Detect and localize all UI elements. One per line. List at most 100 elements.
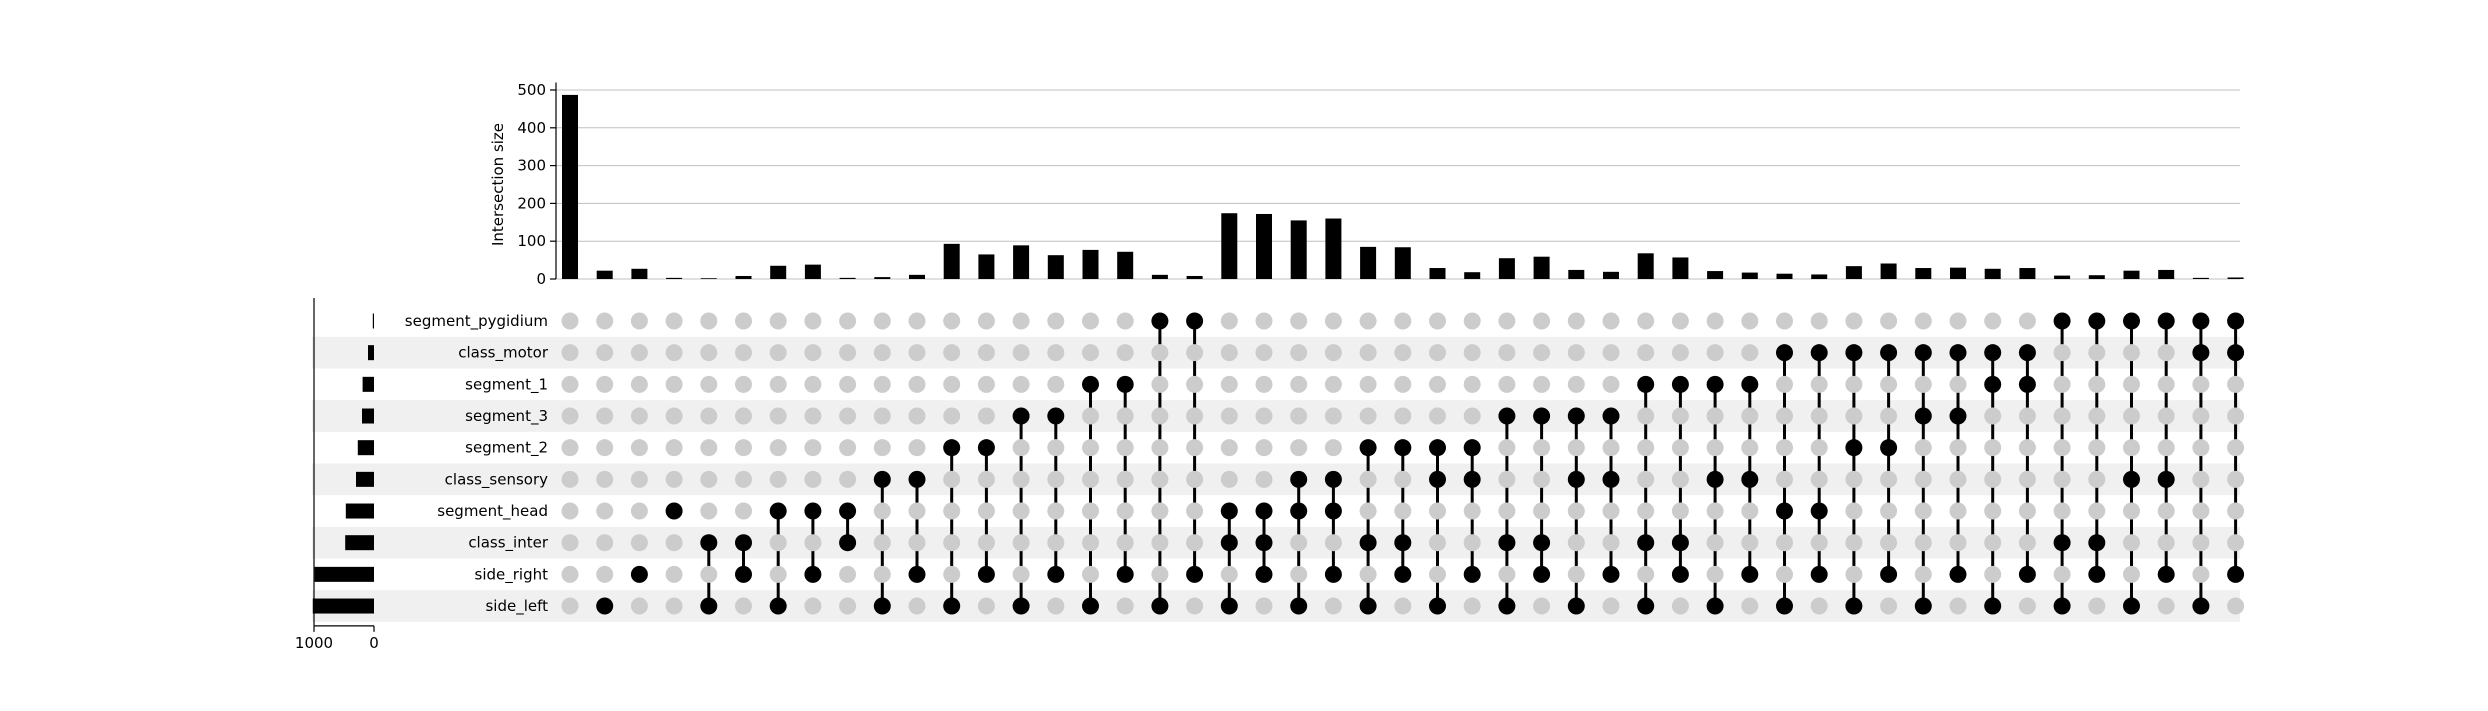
dot-off-19-segment-1: [1186, 375, 1204, 393]
dot-off-37-segment-3: [1810, 407, 1828, 425]
dot-off-44-side-right: [2053, 565, 2071, 583]
dot-off-35-class-inter: [1741, 534, 1759, 552]
dot-on-21-segment-head: [1255, 502, 1273, 520]
dot-off-42-segment-head: [1984, 502, 2002, 520]
dot-on-45-class-inter: [2088, 534, 2106, 552]
intersection-bar-25: [1394, 247, 1411, 279]
dot-off-34-class-motor: [1706, 344, 1724, 362]
dot-off-38-segment-1: [1845, 375, 1863, 393]
dot-off-32-segment-pygidium: [1637, 312, 1655, 330]
intersection-bar-38: [1845, 266, 1862, 279]
dot-off-45-class-motor: [2088, 344, 2106, 362]
dot-on-37-segment-head: [1810, 502, 1828, 520]
set-label-segment-3: segment_3: [465, 407, 548, 426]
intersection-bar-39: [1880, 263, 1897, 279]
dot-off-40-class-inter: [1914, 534, 1932, 552]
dot-off-43-class-inter: [2018, 534, 2036, 552]
dot-off-23-segment-pygidium: [1324, 312, 1342, 330]
dot-off-44-segment-head: [2053, 502, 2071, 520]
dot-off-12-segment-3: [943, 407, 961, 425]
dot-off-1-class-inter: [561, 534, 579, 552]
dot-off-27-segment-3: [1463, 407, 1481, 425]
intersection-bar-22: [1290, 220, 1307, 279]
dot-off-38-side-right: [1845, 565, 1863, 583]
dot-off-18-class-inter: [1151, 534, 1169, 552]
dot-off-42-side-right: [1984, 565, 2002, 583]
dot-off-22-class-inter: [1290, 534, 1308, 552]
dot-off-32-class-motor: [1637, 344, 1655, 362]
intersection-bar-31: [1603, 271, 1619, 279]
dot-off-48-class-sensory: [2192, 470, 2210, 488]
dot-on-33-class-inter: [1671, 534, 1689, 552]
dot-off-22-segment-2: [1290, 439, 1308, 457]
dot-on-22-segment-head: [1290, 502, 1308, 520]
dot-on-21-side-right: [1255, 565, 1273, 583]
intersection-bar-43: [2019, 268, 2036, 279]
intersection-bar-33: [1672, 257, 1689, 279]
y-tick-label-500: 500: [517, 81, 546, 99]
dot-off-47-class-inter: [2157, 534, 2175, 552]
dot-off-1-class-sensory: [561, 470, 579, 488]
dot-off-14-segment-1: [1012, 375, 1030, 393]
dot-off-8-segment-1: [804, 375, 822, 393]
dot-on-17-side-right: [1116, 565, 1134, 583]
set-size-bar-segment-pygidium: [372, 313, 374, 329]
dot-off-10-segment-1: [873, 375, 891, 393]
dot-on-28-segment-3: [1498, 407, 1516, 425]
dot-on-34-side-left: [1706, 597, 1724, 615]
intersection-bar-48: [2192, 277, 2209, 279]
dot-off-13-segment-pygidium: [977, 312, 995, 330]
dot-off-3-class-sensory: [630, 470, 648, 488]
dot-off-23-class-inter: [1324, 534, 1342, 552]
dot-off-37-class-inter: [1810, 534, 1828, 552]
dot-off-31-segment-2: [1602, 439, 1620, 457]
dot-off-12-side-right: [943, 565, 961, 583]
dot-off-33-segment-3: [1671, 407, 1689, 425]
intersection-bar-46: [2123, 270, 2140, 279]
dot-on-28-class-inter: [1498, 534, 1516, 552]
dot-off-5-segment-3: [700, 407, 718, 425]
dot-off-32-segment-2: [1637, 439, 1655, 457]
dot-off-11-segment-2: [908, 439, 926, 457]
dot-off-27-side-left: [1463, 597, 1481, 615]
intersection-bar-10: [874, 277, 891, 279]
dot-on-20-segment-head: [1220, 502, 1238, 520]
dot-off-12-segment-1: [943, 375, 961, 393]
dot-off-35-side-left: [1741, 597, 1759, 615]
dot-on-26-class-sensory: [1429, 470, 1446, 488]
dot-off-25-class-motor: [1394, 344, 1412, 362]
set-label-segment-pygidium: segment_pygidium: [405, 312, 548, 331]
dot-off-18-class-sensory: [1151, 470, 1169, 488]
intersection-bar-27: [1464, 272, 1481, 279]
dot-off-2-side-right: [596, 565, 614, 583]
dot-off-19-segment-head: [1186, 502, 1204, 520]
dot-off-39-side-left: [1880, 597, 1898, 615]
dot-on-20-side-left: [1220, 597, 1238, 615]
dot-off-15-class-inter: [1047, 534, 1065, 552]
dot-off-39-segment-pygidium: [1880, 312, 1898, 330]
dot-off-25-segment-pygidium: [1394, 312, 1412, 330]
dot-on-30-side-left: [1567, 597, 1585, 615]
dot-on-3-side-right: [630, 565, 648, 583]
dot-on-26-side-left: [1429, 597, 1446, 615]
dot-on-49-class-motor: [2227, 344, 2245, 362]
dot-off-1-segment-3: [561, 407, 579, 425]
dot-off-10-segment-pygidium: [873, 312, 891, 330]
dot-off-38-segment-pygidium: [1845, 312, 1863, 330]
dot-off-17-segment-head: [1116, 502, 1134, 520]
dot-on-40-class-motor: [1914, 344, 1932, 362]
dot-off-44-segment-2: [2053, 439, 2071, 457]
intersection-bar-16: [1082, 249, 1099, 279]
dot-off-43-segment-head: [2018, 502, 2036, 520]
dot-off-30-class-motor: [1567, 344, 1585, 362]
dot-on-20-class-inter: [1220, 534, 1238, 552]
dot-off-13-segment-1: [977, 375, 995, 393]
dot-off-24-segment-1: [1359, 375, 1377, 393]
dot-on-32-segment-1: [1637, 375, 1655, 393]
dot-off-5-segment-pygidium: [700, 312, 718, 330]
intersection-bar-41: [1950, 267, 1966, 279]
dot-off-43-side-left: [2018, 597, 2036, 615]
dot-off-8-class-sensory: [804, 470, 822, 488]
dot-on-19-side-right: [1186, 565, 1204, 583]
dot-off-23-segment-1: [1324, 375, 1342, 393]
